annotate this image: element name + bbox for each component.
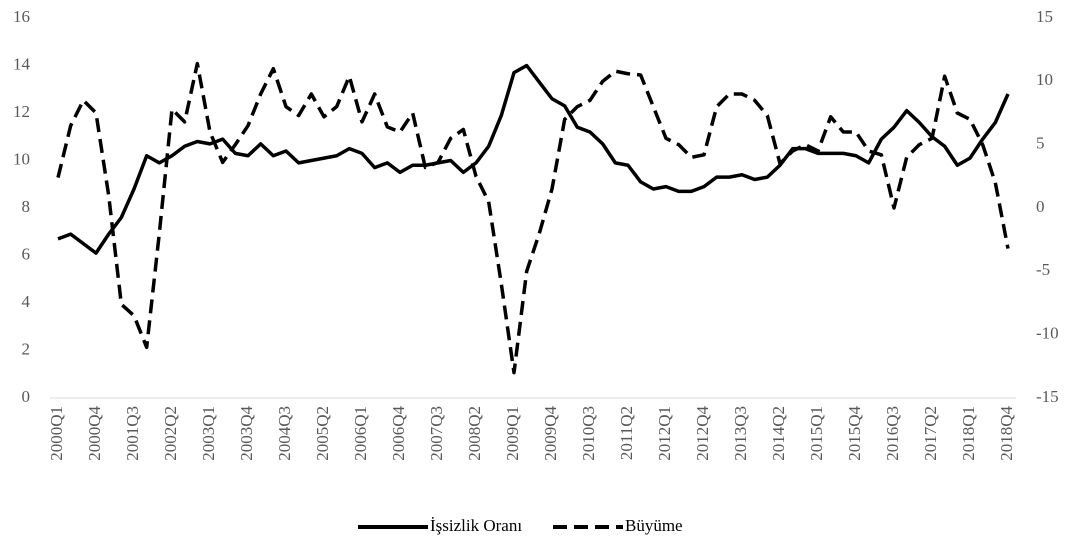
- series-line: [56, 61, 1010, 375]
- x-tick-label: 2012Q4: [693, 406, 712, 461]
- x-tick-label: 2015Q1: [807, 406, 826, 461]
- x-tick-label: 2014Q2: [769, 406, 788, 461]
- y2-tick-label: -15: [1036, 387, 1059, 406]
- x-tick-label: 2017Q2: [921, 406, 940, 461]
- x-tick-label: 2010Q3: [579, 406, 598, 461]
- x-tick-label: 2009Q4: [541, 406, 560, 461]
- x-tick-label: 2018Q4: [997, 406, 1016, 461]
- x-tick-label: 2002Q2: [161, 406, 180, 461]
- x-tick-label: 2008Q2: [465, 406, 484, 461]
- x-tick-label: 2009Q1: [503, 406, 522, 461]
- x-tick-label: 2006Q1: [351, 406, 370, 461]
- series-line: [57, 63, 1010, 255]
- x-tick-label: 2000Q4: [85, 406, 104, 461]
- y-tick-label: 16: [13, 7, 30, 26]
- x-tick-label: 2007Q3: [427, 406, 446, 461]
- y2-tick-label: -10: [1036, 324, 1059, 343]
- x-tick-label: 2011Q2: [617, 406, 636, 460]
- y-tick-label: 10: [13, 149, 30, 168]
- x-tick-label: 2003Q4: [237, 406, 256, 461]
- y-tick-label: 0: [22, 387, 31, 406]
- x-tick-label: 2012Q1: [655, 406, 674, 461]
- x-tick-label: 2015Q4: [845, 406, 864, 461]
- x-tick-label: 2006Q4: [389, 406, 408, 461]
- x-tick-label: 2016Q3: [883, 406, 902, 461]
- y2-tick-label: -5: [1036, 260, 1050, 279]
- x-tick-label: 2000Q1: [47, 406, 66, 461]
- y-tick-label: 14: [13, 54, 31, 73]
- x-tick-label: 2005Q2: [313, 406, 332, 461]
- y2-tick-label: 5: [1036, 134, 1045, 153]
- x-tick-label: 2018Q1: [959, 406, 978, 461]
- y-tick-label: 2: [22, 339, 31, 358]
- x-tick-label: 2013Q3: [731, 406, 750, 461]
- x-tick-label: 2004Q3: [275, 406, 294, 461]
- y2-tick-label: 10: [1036, 70, 1053, 89]
- y2-tick-label: 0: [1036, 197, 1045, 216]
- y-tick-label: 6: [22, 244, 31, 263]
- legend-label: Büyüme: [625, 516, 683, 535]
- y-tick-label: 8: [22, 197, 31, 216]
- x-tick-label: 2001Q3: [123, 406, 142, 461]
- y-tick-label: 12: [13, 102, 30, 121]
- legend-label: İşsizlik Oranı: [430, 516, 522, 535]
- y2-tick-label: 15: [1036, 7, 1053, 26]
- x-tick-label: 2003Q1: [199, 406, 218, 461]
- y-tick-label: 4: [22, 292, 31, 311]
